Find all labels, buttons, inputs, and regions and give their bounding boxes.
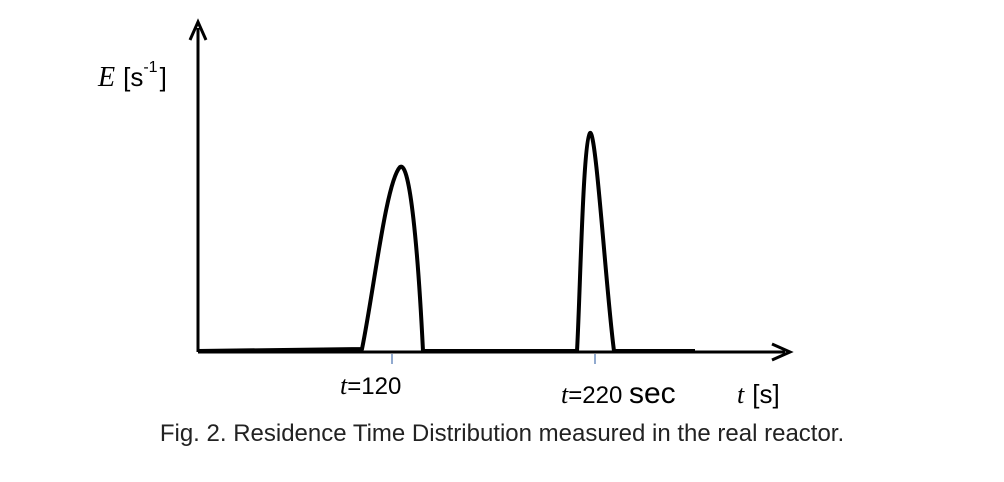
figure-caption: Fig. 2. Residence Time Distribution meas… <box>159 420 845 447</box>
x-axis-arrow-icon <box>771 342 794 362</box>
y-axis-arrow-icon <box>188 18 208 41</box>
peak-label-2: t=220 sec <box>561 377 676 410</box>
x-axis-label: t [s] <box>737 379 780 409</box>
y-axis-label: E [s-1] <box>97 59 167 93</box>
peak-label-1: t=120 <box>340 371 401 400</box>
series-line <box>197 130 695 353</box>
